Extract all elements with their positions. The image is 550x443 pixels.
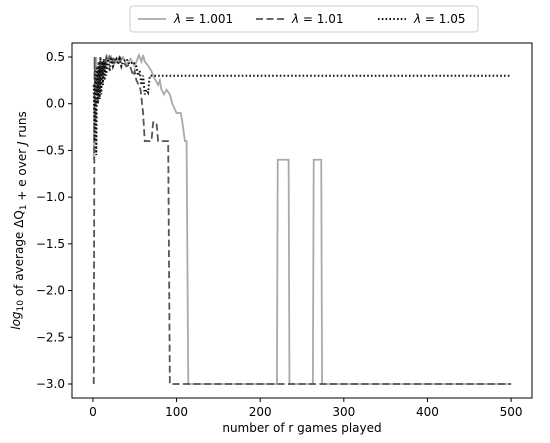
legend-label-3: λ = 1.05 bbox=[413, 12, 466, 26]
plot-frame bbox=[71, 42, 533, 399]
y-tick-label: 0.5 bbox=[46, 50, 65, 64]
legend: λ = 1.001 λ = 1.01 λ = 1.05 bbox=[129, 5, 479, 33]
x-tick-label: 400 bbox=[416, 405, 439, 419]
series-layer bbox=[92, 52, 512, 385]
y-tick-label: −2.0 bbox=[36, 284, 65, 298]
y-tick-label: −1.5 bbox=[36, 237, 65, 251]
x-axis-label: number of r games played bbox=[222, 421, 381, 435]
legend-box bbox=[129, 5, 479, 33]
plot-area bbox=[71, 42, 533, 399]
y-axis-label: log10 of average ΔQ1 + e over J runs bbox=[9, 111, 29, 330]
y-tick-label: −3.0 bbox=[36, 377, 65, 391]
x-tick-label: 500 bbox=[500, 405, 523, 419]
y-tick-label: 0.0 bbox=[46, 97, 65, 111]
x-tick-label: 100 bbox=[165, 405, 188, 419]
series-line-3 bbox=[92, 54, 512, 156]
series-line-1 bbox=[92, 52, 512, 385]
x-tick-label: 0 bbox=[89, 405, 97, 419]
x-tick-label: 300 bbox=[332, 405, 355, 419]
y-tick-label: −0.5 bbox=[36, 143, 65, 157]
y-tick-label: −2.5 bbox=[36, 330, 65, 344]
series-line-2 bbox=[92, 53, 512, 385]
legend-label-1: λ = 1.001 bbox=[173, 12, 233, 26]
x-tick-label: 200 bbox=[249, 405, 272, 419]
y-tick-label: −1.0 bbox=[36, 190, 65, 204]
axes-layer: 0 100 200 300 400 500 0.5 0.0 −0.5 −1.0 −1.5 −2.0 −2… bbox=[36, 50, 523, 419]
legend-label-2: λ = 1.01 bbox=[291, 12, 344, 26]
